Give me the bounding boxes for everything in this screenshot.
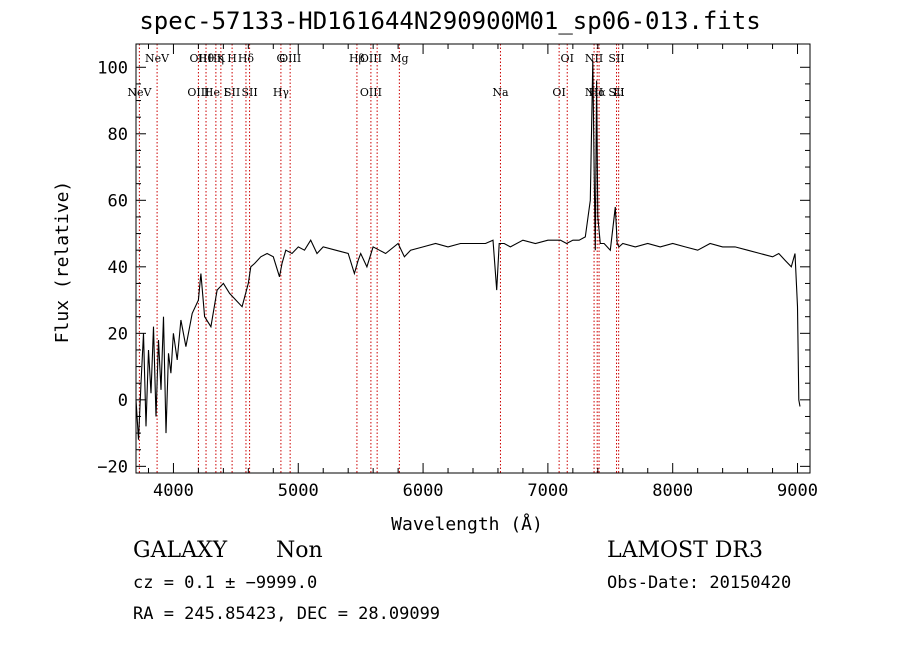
- object-class: GALAXY: [133, 538, 228, 563]
- object-subclass: Non: [276, 538, 323, 563]
- redshift-text: cz = 0.1 ± −9999.0: [133, 573, 318, 593]
- x-axis-ticks: 4000 5000 6000 7000 8000 9000: [147, 44, 818, 501]
- line-label-upper-2: OII: [190, 52, 208, 65]
- y-tick-label-3: 40: [108, 258, 128, 278]
- line-label-lower-8: SII: [241, 86, 257, 99]
- line-label-upper-6: H: [227, 52, 237, 65]
- x-tick-label-3: 7000: [527, 481, 568, 501]
- y-tick-label-2: 20: [108, 324, 128, 344]
- line-label-upper-12: OIII: [360, 52, 382, 65]
- line-label-lower-6: SII: [224, 86, 240, 99]
- line-label-upper-7: Hδ: [238, 52, 255, 65]
- line-label-upper-11: Hβ: [349, 52, 365, 65]
- x-tick-label-0: 4000: [153, 481, 194, 501]
- chart-title: spec-57133-HD161644N290900M01_sp06-013.f…: [139, 7, 761, 35]
- line-label-lower-4: He I: [204, 86, 228, 99]
- y-tick-label-4: 60: [108, 191, 128, 211]
- x-axis-label: Wavelength (Å): [391, 513, 543, 535]
- line-label-lower-9: Hγ: [273, 86, 290, 99]
- survey-name: LAMOST DR3: [607, 538, 763, 563]
- x-tick-label-2: 6000: [403, 481, 444, 501]
- y-tick-label-5: 80: [108, 125, 128, 145]
- line-label-upper-4: Hη: [208, 52, 224, 65]
- obs-date: Obs-Date: 20150420: [607, 573, 792, 593]
- line-label-lower-0: NeV: [127, 86, 152, 99]
- x-tick-label-1: 5000: [278, 481, 319, 501]
- x-tick-label-5: 9000: [777, 481, 818, 501]
- line-label-upper-5: K: [217, 52, 226, 65]
- line-label-lower-18: NII: [585, 86, 603, 99]
- line-label-upper-21: SII: [608, 52, 624, 65]
- line-label-upper-3: Hθ: [198, 52, 215, 65]
- line-label-lower-22: Li: [613, 86, 624, 99]
- y-tick-label-1: 0: [118, 391, 128, 411]
- line-label-lower-2: OIII: [187, 86, 209, 99]
- line-label-lower-15: Na: [492, 86, 509, 99]
- coordinates-text: RA = 245.85423, DEC = 28.09099: [133, 604, 441, 624]
- y-axis-label: Flux (relative): [52, 181, 73, 344]
- line-label-upper-1: NeV: [145, 52, 170, 65]
- x-tick-label-4: 8000: [652, 481, 693, 501]
- line-label-upper-17: OI: [561, 52, 574, 65]
- line-label-lower-19: Hα: [589, 86, 607, 99]
- line-label-upper-10: OIII: [279, 52, 301, 65]
- spectrum-line: [135, 60, 801, 440]
- line-label-lower-21: SII: [608, 86, 624, 99]
- y-tick-label-6: 100: [97, 58, 128, 78]
- line-label-upper-14: Mg: [390, 52, 408, 65]
- line-label-upper-18: NII: [585, 52, 603, 65]
- y-tick-label-0: −20: [97, 457, 128, 477]
- line-label-upper-9: G: [277, 52, 286, 65]
- plot-frame: [135, 43, 811, 474]
- line-label-lower-16: OI: [552, 86, 565, 99]
- spectral-line-markers: [138, 44, 620, 473]
- line-label-lower-12: OIII: [360, 86, 382, 99]
- y-axis-ticks: −20 0 20 40 60 80 100: [97, 58, 810, 477]
